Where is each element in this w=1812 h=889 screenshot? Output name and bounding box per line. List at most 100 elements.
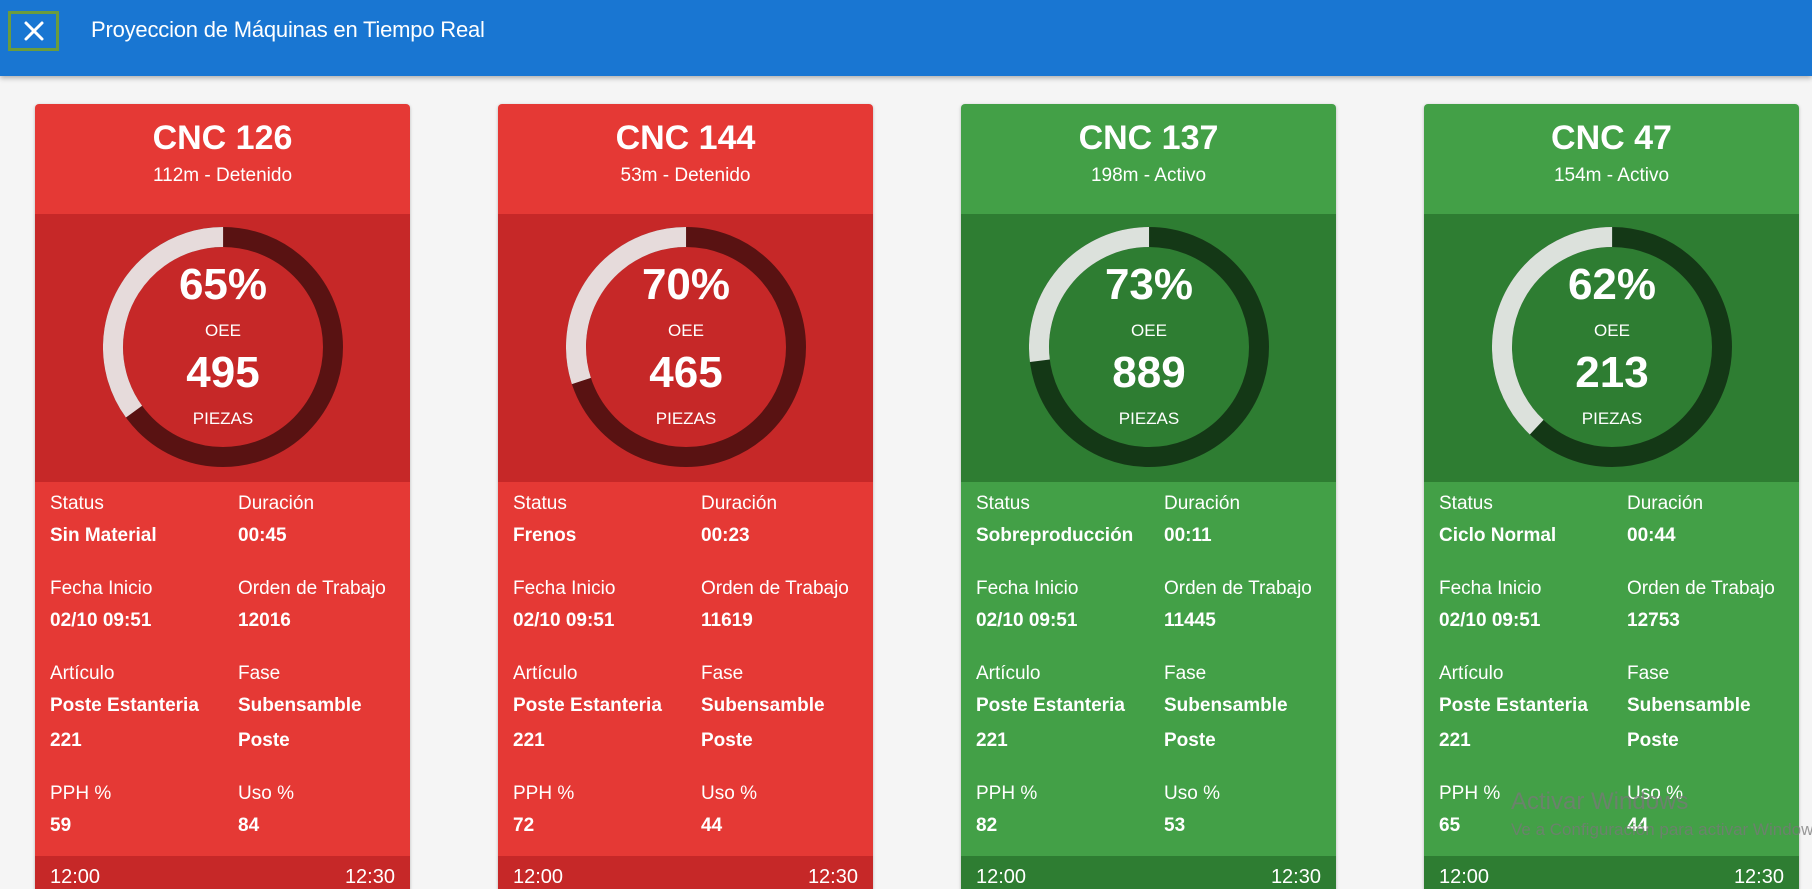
machine-name: CNC 126	[152, 119, 293, 157]
phase-value-line2: Poste	[1164, 730, 1216, 751]
oee-gauge-panel: 65% OEE 495 PIEZAS	[35, 214, 410, 482]
machine-card[interactable]: CNC 137 198m - Activo 73% OEE 889 PIEZAS…	[961, 104, 1336, 889]
phase-value-line2: Poste	[701, 730, 753, 751]
machine-subtitle: 198m - Activo	[1090, 165, 1207, 186]
time-start: 12:00	[976, 866, 1027, 888]
oee-gauge-panel: 70% OEE 465 PIEZAS	[498, 214, 873, 482]
pph-label: PPH %	[513, 783, 575, 804]
start-date-value: 02/10 09:51	[513, 610, 615, 631]
pieces-count: 465	[649, 348, 723, 397]
article-value-line2: 221	[1439, 730, 1471, 751]
status-label: Status	[976, 493, 1030, 514]
pph-label: PPH %	[50, 783, 112, 804]
usage-value: 53	[1164, 815, 1186, 836]
time-start: 12:00	[1439, 866, 1490, 888]
pph-label: PPH %	[976, 783, 1038, 804]
close-button[interactable]	[8, 11, 59, 51]
machine-details: Status Sin Material Duración 00:45 Fecha…	[35, 482, 410, 860]
time-range-footer: 12:00 12:30	[35, 856, 410, 889]
duration-value: 00:44	[1627, 525, 1676, 546]
status-value: Ciclo Normal	[1439, 525, 1557, 546]
start-date-value: 02/10 09:51	[50, 610, 152, 631]
time-end: 12:30	[1270, 866, 1321, 888]
duration-label: Duración	[1164, 493, 1241, 514]
machine-name: CNC 144	[615, 119, 756, 157]
article-value-line1: Poste Estanteria	[976, 695, 1125, 716]
pieces-count: 889	[1112, 348, 1186, 397]
oee-percentage: 70%	[641, 260, 731, 309]
article-value-line2: 221	[513, 730, 545, 751]
pph-value: 72	[513, 815, 535, 836]
oee-gauge	[103, 227, 343, 467]
duration-label: Duración	[701, 493, 778, 514]
phase-value-line1: Subensamble	[701, 695, 825, 716]
oee-percentage: 62%	[1567, 260, 1657, 309]
phase-value-line2: Poste	[238, 730, 290, 751]
duration-label: Duración	[238, 493, 315, 514]
status-label: Status	[1439, 493, 1493, 514]
usage-label: Uso %	[238, 783, 294, 804]
oee-gauge	[566, 227, 806, 467]
work-order-label: Orden de Trabajo	[701, 578, 849, 599]
usage-label: Uso %	[1164, 783, 1220, 804]
time-range-footer: 12:00 12:30	[961, 856, 1336, 889]
article-label: Artículo	[1439, 663, 1504, 684]
oee-label: OEE	[1131, 321, 1167, 340]
status-label: Status	[50, 493, 104, 514]
oee-label: OEE	[668, 321, 704, 340]
status-value: Sin Material	[50, 525, 157, 546]
pieces-label: PIEZAS	[1118, 409, 1180, 428]
duration-value: 00:11	[1164, 525, 1212, 546]
time-end: 12:30	[1733, 866, 1784, 888]
phase-label: Fase	[1164, 663, 1207, 684]
phase-label: Fase	[1627, 663, 1670, 684]
start-date-value: 02/10 09:51	[976, 610, 1078, 631]
machine-card[interactable]: CNC 47 154m - Activo 62% OEE 213 PIEZAS …	[1424, 104, 1799, 889]
pieces-count: 495	[186, 348, 260, 397]
article-value-line2: 221	[50, 730, 82, 751]
duration-label: Duración	[1627, 493, 1704, 514]
usage-value: 84	[238, 815, 260, 836]
start-date-label: Fecha Inicio	[50, 578, 153, 599]
machine-subtitle: 154m - Activo	[1553, 165, 1670, 186]
oee-gauge	[1029, 227, 1269, 467]
pieces-label: PIEZAS	[1581, 409, 1643, 428]
start-date-label: Fecha Inicio	[976, 578, 1079, 599]
pieces-label: PIEZAS	[655, 409, 717, 428]
close-icon	[24, 21, 43, 41]
time-end: 12:30	[344, 866, 395, 888]
machine-name: CNC 137	[1078, 119, 1219, 157]
article-label: Artículo	[50, 663, 115, 684]
article-label: Artículo	[513, 663, 578, 684]
work-order-label: Orden de Trabajo	[1164, 578, 1312, 599]
start-date-value: 02/10 09:51	[1439, 610, 1541, 631]
machine-card[interactable]: CNC 126 112m - Detenido 65% OEE 495 PIEZ…	[35, 104, 410, 889]
oee-percentage: 73%	[1104, 260, 1194, 309]
start-date-label: Fecha Inicio	[513, 578, 616, 599]
page-title: Proyeccion de Máquinas en Tiempo Real	[91, 17, 485, 42]
phase-value-line1: Subensamble	[238, 695, 362, 716]
oee-label: OEE	[1594, 321, 1630, 340]
pph-value: 82	[976, 815, 998, 836]
work-order-value: 12016	[238, 610, 291, 631]
pph-value: 65	[1439, 815, 1461, 836]
oee-label: OEE	[205, 321, 241, 340]
pieces-count: 213	[1575, 348, 1649, 397]
work-order-value: 11619	[701, 610, 753, 631]
machine-subtitle: 112m - Detenido	[152, 165, 293, 186]
work-order-value: 11445	[1164, 610, 1216, 631]
article-value-line1: Poste Estanteria	[513, 695, 662, 716]
usage-label: Uso %	[701, 783, 757, 804]
usage-value: 44	[1627, 815, 1649, 836]
machine-card[interactable]: CNC 144 53m - Detenido 70% OEE 465 PIEZA…	[498, 104, 873, 889]
article-value-line1: Poste Estanteria	[1439, 695, 1588, 716]
phase-label: Fase	[238, 663, 281, 684]
machine-subtitle: 53m - Detenido	[620, 165, 751, 186]
status-value: Frenos	[513, 525, 577, 546]
oee-gauge	[1492, 227, 1732, 467]
machine-details: Status Sobreproducción Duración 00:11 Fe…	[961, 482, 1336, 860]
time-range-footer: 12:00 12:30	[1424, 856, 1799, 889]
phase-label: Fase	[701, 663, 744, 684]
machine-details: Status Frenos Duración 00:23 Fecha Inici…	[498, 482, 873, 860]
oee-percentage: 65%	[178, 260, 268, 309]
